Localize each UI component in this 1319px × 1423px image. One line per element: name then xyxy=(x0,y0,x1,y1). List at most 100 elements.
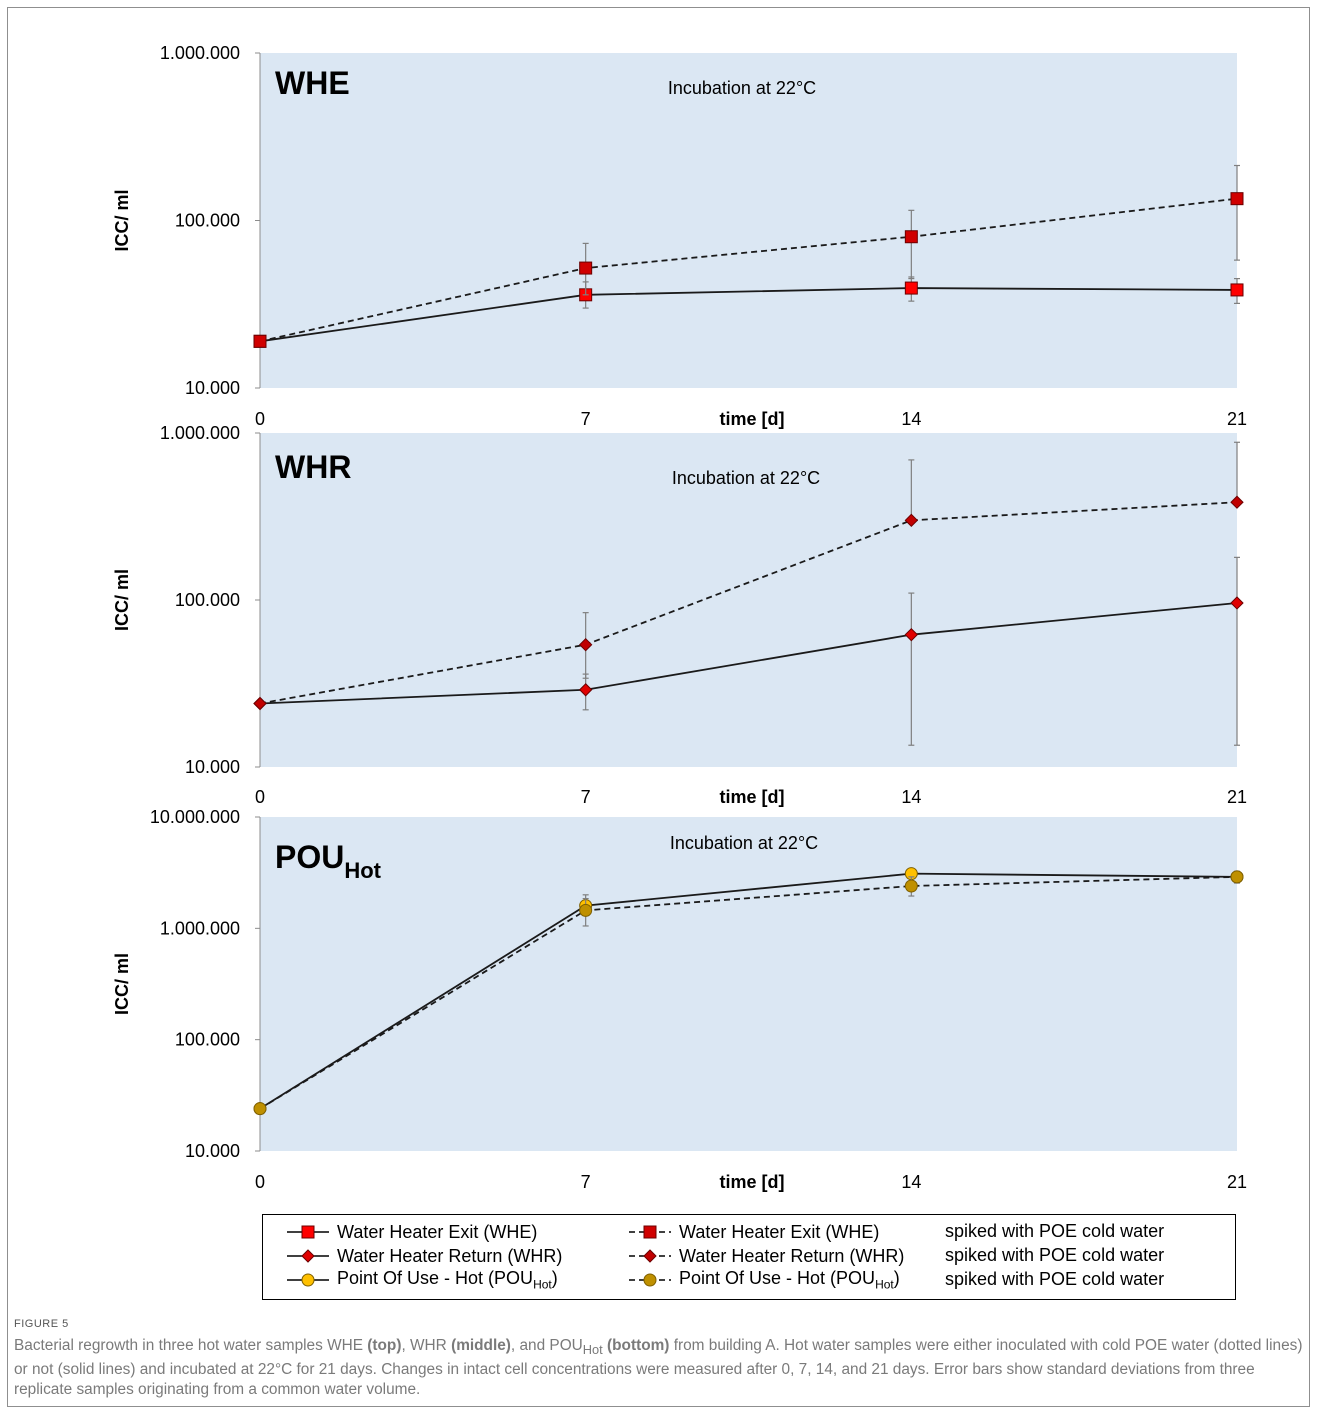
data-point xyxy=(579,903,593,917)
caption-part: , WHR xyxy=(401,1337,452,1354)
x-tick-label: 0 xyxy=(255,409,265,429)
legend-symbol xyxy=(629,1273,671,1287)
legend-marker xyxy=(301,1273,315,1287)
series-line xyxy=(259,501,1238,705)
chart-panel-pou: 10.000 100.000 1.000.000 10.000.000 0 7 14 21 ti… xyxy=(112,807,1247,1192)
x-tick-label: 7 xyxy=(581,1172,591,1192)
y-tick-label: 100.000 xyxy=(175,211,240,231)
series-unspiked xyxy=(253,556,1244,746)
legend-item: Water Heater Return (WHR) xyxy=(285,1244,562,1268)
x-tick-label: 21 xyxy=(1227,409,1247,429)
x-tick-label: 14 xyxy=(901,787,921,807)
data-point xyxy=(904,879,918,893)
x-tick-label: 21 xyxy=(1227,787,1247,807)
series-line xyxy=(259,875,1238,1110)
chart-legend: Water Heater Exit (WHE) Water Heater Exit… xyxy=(262,1214,1236,1300)
series-line xyxy=(259,872,1238,1110)
legend-label: Water Heater Exit (WHE) xyxy=(337,1221,538,1242)
caption-bold: (middle) xyxy=(451,1337,511,1354)
legend-item: Water Heater Exit (WHE) xyxy=(627,1220,879,1244)
legend-symbol xyxy=(629,1249,671,1263)
y-tick-label: 10.000 xyxy=(185,757,240,777)
y-tick-label: 100.000 xyxy=(175,1030,240,1050)
legend-symbol xyxy=(287,1249,329,1263)
caption-subscript: Hot xyxy=(582,1342,603,1358)
data-point xyxy=(578,683,593,697)
figure-frame xyxy=(7,7,1310,1407)
data-point xyxy=(904,513,919,528)
series-line xyxy=(259,287,1238,343)
data-point xyxy=(253,696,267,711)
x-axis-label: time [d] xyxy=(720,1172,785,1192)
legend-symbol xyxy=(287,1273,329,1287)
data-point xyxy=(904,230,918,244)
figure-charts: 10.000 100.000 1.000.000 0 7 14 21 time [d] ICC/… xyxy=(112,43,1247,1192)
series-spiked xyxy=(253,870,1244,1116)
x-tick-label: 7 xyxy=(581,409,591,429)
caption-part: Bacterial regrowth in three hot water sa… xyxy=(14,1337,368,1354)
y-tick-label: 1.000.000 xyxy=(160,43,240,63)
legend-symbol xyxy=(287,1225,329,1239)
legend-marker xyxy=(643,1225,657,1239)
data-point xyxy=(1230,192,1244,206)
series-spiked xyxy=(253,441,1244,711)
plot-area xyxy=(260,53,1237,388)
series-line xyxy=(259,197,1238,343)
legend-label-subscript: Hot xyxy=(533,1277,552,1292)
figure-label: FIGURE 5 xyxy=(14,1318,69,1330)
x-tick-label: 21 xyxy=(1227,1172,1247,1192)
x-tick-label: 14 xyxy=(901,409,921,429)
legend-marker xyxy=(643,1249,657,1263)
legend-marker xyxy=(301,1225,315,1239)
legend-suffix: spiked with POE cold water xyxy=(945,1245,1165,1265)
y-axis-label: ICC/ ml xyxy=(112,189,132,251)
legend-label: Point Of Use - Hot (POUHot) xyxy=(337,1268,558,1292)
legend-item: Water Heater Return (WHR) xyxy=(627,1244,904,1268)
legend-item: Point Of Use - Hot (POUHot) xyxy=(627,1268,900,1292)
legend-label: Water Heater Return (WHR) xyxy=(337,1245,563,1266)
legend-marker xyxy=(643,1273,657,1287)
incubation-note: Incubation at 22°C xyxy=(668,78,816,98)
legend-item: Water Heater Exit (WHE) xyxy=(285,1220,537,1244)
data-point xyxy=(578,637,593,652)
legend-marker xyxy=(301,1249,315,1263)
figure-caption: FIGURE 5 Bacterial regrowth in three hot… xyxy=(14,1318,1304,1400)
data-point xyxy=(253,1102,267,1116)
panel-title: WHR xyxy=(275,449,351,485)
caption-part: , and POU xyxy=(510,1337,583,1354)
x-axis-label: time [d] xyxy=(720,409,785,429)
data-point xyxy=(904,281,918,295)
legend-suffix: spiked with POE cold water xyxy=(945,1269,1165,1289)
data-point xyxy=(1230,495,1244,509)
series-spiked xyxy=(253,164,1244,348)
legend-label: Point Of Use - Hot (POUHot) xyxy=(679,1268,900,1292)
incubation-note: Incubation at 22°C xyxy=(670,833,818,853)
plot-area xyxy=(260,433,1237,767)
x-axis-label: time [d] xyxy=(720,787,785,807)
legend-label: Water Heater Exit (WHE) xyxy=(679,1221,880,1242)
legend-suffix: spiked with POE cold water xyxy=(945,1221,1165,1241)
legend-label: Water Heater Return (WHR) xyxy=(679,1245,905,1266)
caption-bold: (top) xyxy=(367,1337,402,1354)
y-tick-label: 10.000 xyxy=(185,378,240,398)
y-tick-label: 1.000.000 xyxy=(160,918,240,938)
y-tick-label: 10.000.000 xyxy=(150,807,240,827)
data-point xyxy=(579,261,593,275)
data-point xyxy=(904,627,919,642)
legend-item: Point Of Use - Hot (POUHot) xyxy=(285,1268,558,1292)
y-axis-label: ICC/ ml xyxy=(112,953,132,1015)
y-tick-label: 1.000.000 xyxy=(160,423,240,443)
y-tick-label: 100.000 xyxy=(175,590,240,610)
x-tick-label: 14 xyxy=(901,1172,921,1192)
y-tick-label: 10.000 xyxy=(185,1141,240,1161)
x-tick-label: 0 xyxy=(255,1172,265,1192)
data-point xyxy=(1230,870,1244,884)
x-tick-label: 0 xyxy=(255,787,265,807)
chart-panel-whr: 10.000 100.000 1.000.000 0 7 14 21 time [d] ICC/… xyxy=(112,423,1247,807)
panel-title-subscript: Hot xyxy=(344,858,381,883)
legend-symbol xyxy=(629,1225,671,1239)
chart-panel-whe: 10.000 100.000 1.000.000 0 7 14 21 time [d] ICC/… xyxy=(112,43,1247,429)
caption-text: Bacterial regrowth in three hot water sa… xyxy=(14,1336,1304,1400)
data-point xyxy=(1230,283,1244,297)
plot-area xyxy=(260,817,1237,1151)
